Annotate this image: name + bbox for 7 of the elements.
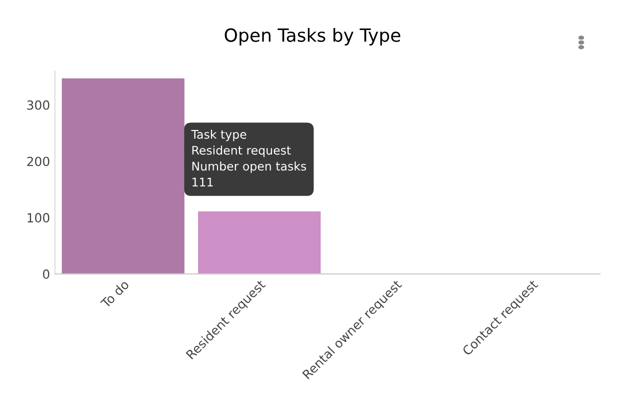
x-tick-label: To do: [100, 279, 130, 309]
y-tick-label: 100: [28, 213, 50, 223]
y-tick-label: 200: [27, 156, 50, 166]
y-tick-label: 0: [43, 269, 50, 279]
chart-title: Open Tasks by Type: [224, 28, 400, 46]
y-tick-label: 300: [27, 100, 50, 110]
annotation: Task type Resident request Number open tasks 111: [191, 130, 306, 186]
